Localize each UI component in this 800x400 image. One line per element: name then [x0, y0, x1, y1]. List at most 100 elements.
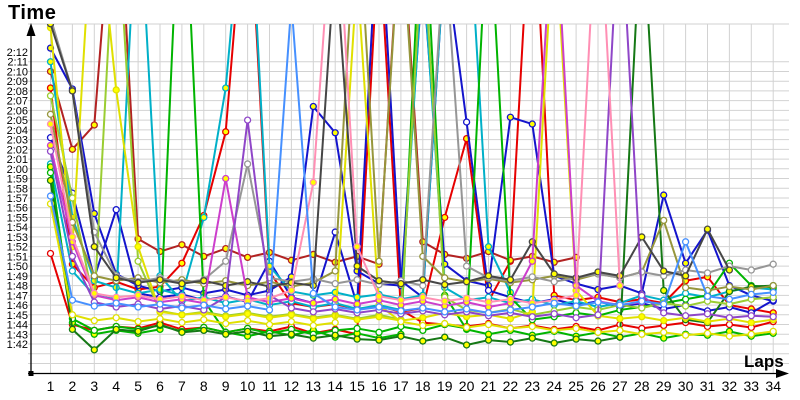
x-tick-label: 13 — [306, 378, 322, 394]
y-tick-label: 1:54 — [7, 222, 28, 234]
series-line — [49, 24, 774, 324]
lap-point — [46, 249, 55, 258]
y-axis-title: Time — [8, 2, 57, 24]
lap-point — [616, 315, 624, 323]
lap-point — [178, 318, 186, 327]
lap-point — [528, 322, 536, 331]
lap-point — [90, 346, 98, 354]
y-tick-label: 1:53 — [7, 232, 28, 244]
x-tick-label: 2 — [69, 378, 77, 394]
lap-point — [134, 303, 142, 311]
lap-point — [46, 58, 55, 66]
lap-point — [550, 339, 558, 347]
lap-point — [506, 306, 515, 314]
lap-point — [528, 273, 536, 281]
lap-point — [572, 335, 580, 343]
lap-point — [725, 295, 734, 303]
lap-point — [178, 259, 186, 267]
lap-point — [419, 314, 427, 322]
lap-point — [46, 141, 55, 150]
series-line — [49, 24, 731, 288]
lap-point — [112, 325, 120, 334]
lap-point — [681, 312, 690, 320]
lap-point — [638, 304, 646, 312]
lap-point — [419, 293, 427, 301]
lap-point — [331, 129, 339, 137]
lap-point — [375, 277, 383, 285]
series-line — [49, 24, 621, 305]
lap-point — [484, 320, 493, 329]
lap-point — [134, 257, 142, 265]
lap-point — [506, 295, 515, 303]
lap-point — [287, 304, 296, 312]
lap-point — [288, 0, 294, 6]
lap-point — [353, 293, 361, 301]
lap-point — [287, 317, 296, 326]
y-tick-label: 1:52 — [7, 242, 28, 254]
lap-point — [594, 337, 602, 345]
lap-point — [660, 267, 668, 275]
lap-point — [660, 328, 668, 336]
lap-point — [46, 169, 55, 177]
lap-point — [397, 307, 405, 315]
lap-point — [681, 302, 690, 310]
lap-point — [309, 308, 317, 316]
lap-point — [484, 298, 493, 306]
lap-point — [703, 329, 712, 337]
series-line — [49, 24, 774, 340]
lap-point — [243, 160, 252, 168]
x-tick-label: 8 — [200, 378, 208, 394]
lap-point — [506, 338, 515, 346]
series-car-20 — [46, 0, 777, 317]
x-tick-label: 14 — [327, 378, 343, 394]
lap-point — [375, 336, 383, 344]
lap-point — [353, 324, 361, 333]
lap-point — [616, 333, 624, 341]
x-tick-labels: 1 2 3 4 5 6 7 8 9 10 11 12 13 14 15 16 17 18 19 20 21 22 23 24 2… — [47, 378, 782, 394]
x-tick-label: 3 — [90, 378, 98, 394]
lap-point — [309, 299, 317, 307]
lap-point — [178, 292, 186, 300]
lap-point — [353, 262, 361, 270]
y-tick-label: 2:07 — [7, 96, 28, 108]
lap-point — [528, 120, 536, 128]
lap-point — [419, 304, 427, 312]
lap-point — [484, 272, 493, 280]
y-tick-label: 1:45 — [7, 310, 28, 322]
lap-point — [681, 289, 690, 298]
lap-point — [375, 328, 383, 336]
y-tick-label: 1:42 — [7, 339, 28, 351]
lap-point — [594, 298, 602, 306]
lap-point — [46, 92, 55, 100]
lap-point — [616, 281, 624, 290]
lap-point — [441, 333, 449, 341]
lap-point — [528, 257, 536, 265]
lap-point — [616, 326, 624, 335]
y-tick-label: 2:01 — [7, 154, 28, 166]
lap-point — [200, 326, 208, 335]
lap-point — [572, 291, 580, 299]
lap-point — [309, 321, 317, 330]
x-tick-label: 18 — [415, 378, 431, 394]
lap-point — [594, 311, 602, 319]
lap-point — [660, 191, 668, 199]
lap-point — [638, 313, 646, 321]
x-tick-label: 32 — [722, 378, 738, 394]
lap-point — [46, 120, 55, 128]
lap-point — [46, 192, 55, 200]
y-tick-label: 1:55 — [7, 212, 28, 224]
lap-point — [90, 326, 98, 335]
lap-point — [68, 145, 77, 153]
lap-point — [112, 314, 120, 322]
lap-point — [243, 302, 252, 310]
lap-point — [68, 325, 77, 334]
lap-point — [90, 243, 98, 251]
y-tick-label: 1:48 — [7, 281, 28, 293]
lap-point — [638, 297, 646, 305]
lap-point — [90, 121, 98, 129]
lap-point — [134, 317, 142, 326]
lap-point — [506, 276, 515, 284]
lap-point — [484, 330, 493, 338]
lap-point — [287, 330, 296, 338]
lap-point — [178, 280, 186, 288]
